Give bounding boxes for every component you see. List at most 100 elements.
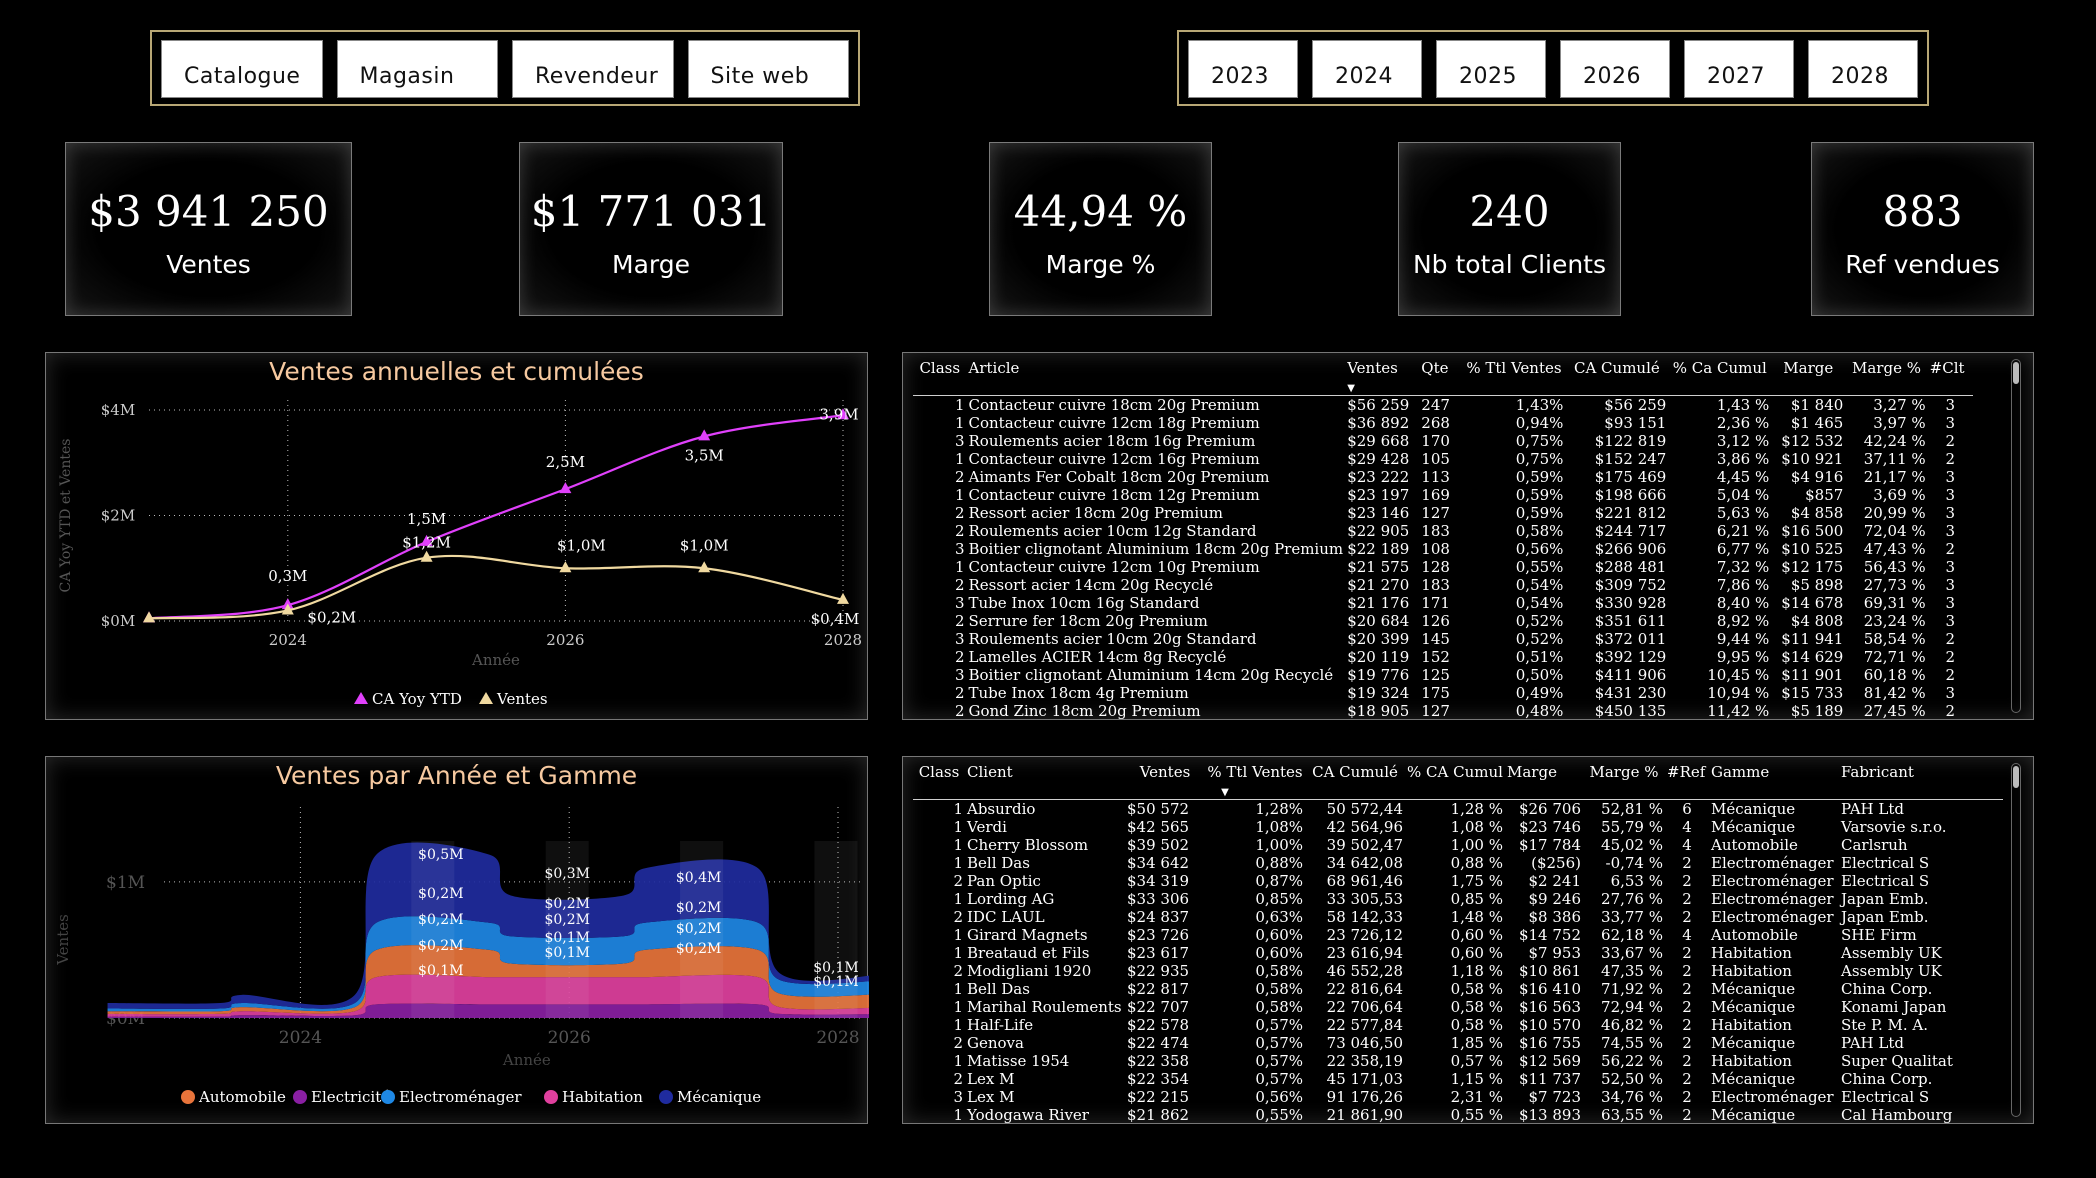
article-row[interactable]: 3 Roulements acier 10cm 20g Standard $20 3… — [913, 630, 1973, 648]
article-row[interactable]: 2 Tube Inox 18cm 4g Premium $19 324 175 0,49… — [913, 684, 1973, 702]
sales-point[interactable] — [143, 611, 155, 623]
year-2024-button[interactable]: 2024 — [1312, 40, 1422, 98]
area-habitation[interactable] — [107, 974, 869, 1017]
article-row[interactable]: 3 Boitier clignotant Aluminium 18cm 20g P… — [913, 540, 1973, 558]
client-row[interactable]: 1 Absurdio $50 572 1,28% 50 572,44 1,28 % $26 … — [913, 800, 2003, 819]
year-2027-button[interactable]: 2027 — [1684, 40, 1794, 98]
year-2028-button[interactable]: 2028 — [1808, 40, 1918, 98]
article-row[interactable]: 2 Serrure fer 18cm 20g Premium $20 684 126 0… — [913, 612, 1973, 630]
legend-marker[interactable] — [181, 1090, 195, 1104]
sales-point[interactable] — [698, 561, 711, 573]
col2-nbref-header[interactable]: #Ref — [1667, 763, 1706, 781]
col-pct-ttl-header[interactable]: % Ttl Ventes — [1466, 359, 1562, 377]
col-marge-pct-header[interactable]: Marge % — [1852, 359, 1921, 377]
articles-scroll-thumb[interactable] — [2013, 362, 2019, 384]
col-nbclt-header[interactable]: #Clt — [1929, 359, 1965, 377]
legend-label[interactable]: Mécanique — [677, 1088, 761, 1106]
col2-marge-pct-header[interactable]: Marge % — [1589, 763, 1659, 781]
col2-ca-cumule-header[interactable]: CA Cumulé — [1312, 763, 1398, 781]
col2-class-header[interactable]: Class — [918, 763, 960, 781]
area-automobile[interactable] — [107, 945, 869, 1015]
cumulative-point[interactable] — [837, 408, 849, 420]
legend-marker[interactable] — [659, 1090, 673, 1104]
col2-client-header[interactable]: Client — [967, 763, 1013, 781]
col2-ventes-header[interactable]: Ventes — [1139, 763, 1191, 781]
sales-point[interactable] — [559, 561, 572, 573]
legend-label[interactable]: Automobile — [198, 1088, 286, 1106]
client-row[interactable]: 1 Verdi $42 565 1,08% 42 564,96 1,08 % $23 746… — [913, 818, 2003, 836]
col2-fabricant-header[interactable]: Fabricant — [1841, 763, 1914, 781]
area-mécanique[interactable] — [107, 842, 869, 1009]
client-row[interactable]: 2 Genova $22 474 0,57% 73 046,50 1,85 % $16 75… — [913, 1034, 2003, 1052]
article-row[interactable]: 2 Lamelles ACIER 14cm 8g Recyclé $20 119 15… — [913, 648, 1973, 666]
cumulative-point[interactable] — [698, 429, 711, 441]
col2-pct-ttl-header[interactable]: % Ttl Ventes ▼ — [1205, 757, 1305, 800]
client-row[interactable]: 1 Girard Magnets $23 726 0,60% 23 726,12 0,60… — [913, 926, 2003, 944]
legend-marker[interactable] — [381, 1090, 395, 1104]
col-ventes-header[interactable]: Ventes ▼ — [1345, 353, 1419, 396]
channel-revendeur-button[interactable]: Revendeur — [512, 40, 674, 98]
article-row[interactable]: 3 Roulements acier 18cm 16g Premium $29 66… — [913, 432, 1973, 450]
col-class-header[interactable]: Class — [919, 359, 961, 377]
article-row[interactable]: 2 Ressort acier 14cm 20g Recyclé $21 270 18… — [913, 576, 1973, 594]
article-row[interactable]: 1 Contacteur cuivre 18cm 20g Premium $56 2… — [913, 396, 1973, 415]
legend-marker[interactable] — [544, 1090, 558, 1104]
col-qte-header[interactable]: Qte — [1421, 359, 1449, 377]
year-2025-button[interactable]: 2025 — [1436, 40, 1546, 98]
col2-gamme-header[interactable]: Gamme — [1711, 763, 1770, 781]
channel-siteweb-button[interactable]: Site web — [687, 40, 849, 98]
client-row[interactable]: 2 Lex M $22 354 0,57% 45 171,03 1,15 % $11 737… — [913, 1070, 2003, 1088]
clients-scroll-thumb[interactable] — [2013, 766, 2019, 788]
article-row[interactable]: 3 Boitier clignotant Aluminium 14cm 20g R… — [913, 666, 1973, 684]
sales-point[interactable] — [420, 550, 433, 562]
client-row[interactable]: 3 Lex M $22 215 0,56% 91 176,26 2,31 % $7 723 3… — [913, 1088, 2003, 1106]
article-row[interactable]: 1 Contacteur cuivre 12cm 10g Premium $21 5… — [913, 558, 1973, 576]
cumulative-point[interactable] — [420, 534, 433, 546]
article-row[interactable]: 3 Tube Inox 10cm 16g Standard $21 176 171 0,… — [913, 594, 1973, 612]
client-row[interactable]: 1 Breataud et Fils $23 617 0,60% 23 616,94 0,… — [913, 944, 2003, 962]
col-marge-header[interactable]: Marge — [1783, 359, 1834, 377]
article-row[interactable]: 2 Roulements acier 10cm 12g Standard $22 9… — [913, 522, 1973, 540]
client-row[interactable]: 2 Pan Optic $34 319 0,87% 68 961,46 1,75 % $2 … — [913, 872, 2003, 890]
client-row[interactable]: 2 IDC LAUL $24 837 0,63% 58 142,33 1,48 % $8 3… — [913, 908, 2003, 926]
legend-marker[interactable] — [354, 692, 368, 704]
legend-label[interactable]: CA Yoy YTD — [372, 690, 462, 708]
legend-marker[interactable] — [293, 1090, 307, 1104]
article-row[interactable]: 1 Contacteur cuivre 18cm 12g Premium $23 1… — [913, 486, 1973, 504]
client-row[interactable]: 1 Yodogawa River $21 862 0,55% 21 861,90 0,55… — [913, 1106, 2003, 1124]
article-row[interactable]: 2 Aimants Fer Cobalt 18cm 20g Premium $23 … — [913, 468, 1973, 486]
legend-label[interactable]: Ventes — [496, 690, 548, 708]
area-electroménager[interactable] — [107, 916, 869, 1012]
client-row[interactable]: 1 Bell Das $22 817 0,58% 22 816,64 0,58 % $16 … — [913, 980, 2003, 998]
legend-label[interactable]: Electroménager — [399, 1088, 522, 1106]
channel-catalogue-button[interactable]: Catalogue — [161, 40, 323, 98]
article-row[interactable]: 1 Contacteur cuivre 12cm 16g Premium $29 4… — [913, 450, 1973, 468]
article-row[interactable]: 2 Ressort acier 18cm 20g Premium $23 146 12… — [913, 504, 1973, 522]
articles-table-scrollbar[interactable] — [2011, 359, 2021, 713]
sales-point[interactable] — [837, 592, 849, 604]
col-article-header[interactable]: Article — [968, 359, 1020, 377]
legend-label[interactable]: Habitation — [562, 1088, 643, 1106]
channel-magasin-button[interactable]: Magasin — [336, 40, 498, 98]
year-2026-button[interactable]: 2026 — [1560, 40, 1670, 98]
col2-pct-ca-cumul-header[interactable]: % CA Cumul — [1407, 763, 1503, 781]
client-row[interactable]: 1 Marihal Roulements $22 707 0,58% 22 706,64… — [913, 998, 2003, 1016]
article-row[interactable]: 1 Contacteur cuivre 12cm 18g Premium $36 8… — [913, 414, 1973, 432]
client-row[interactable]: 1 Matisse 1954 $22 358 0,57% 22 358,19 0,57 %… — [913, 1052, 2003, 1070]
client-row[interactable]: 1 Half-Life $22 578 0,57% 22 577,84 0,58 % $10… — [913, 1016, 2003, 1034]
clients-table-scrollbar[interactable] — [2011, 763, 2021, 1117]
article-row[interactable]: 2 Gond Zinc 18cm 20g Premium $18 905 127 0,4… — [913, 702, 1973, 720]
client-row[interactable]: 1 Bell Das $34 642 0,88% 34 642,08 0,88 % ($25… — [913, 854, 2003, 872]
client-row[interactable]: 2 Modigliani 1920 $22 935 0,58% 46 552,28 1,1… — [913, 962, 2003, 980]
col-pct-ca-cumul-header[interactable]: % Ca Cumul — [1672, 359, 1767, 377]
client-row[interactable]: 1 Lording AG $33 306 0,85% 33 305,53 0,85 % $9… — [913, 890, 2003, 908]
area-electricité[interactable] — [107, 1003, 869, 1018]
col2-marge-header[interactable]: Marge — [1507, 763, 1557, 781]
year-2023-button[interactable]: 2023 — [1188, 40, 1298, 98]
client-row[interactable]: 1 Cherry Blossom $39 502 1,00% 39 502,47 1,00… — [913, 836, 2003, 854]
col-ca-cumule-header[interactable]: CA Cumulé — [1573, 359, 1660, 377]
legend-label[interactable]: Electricité — [311, 1088, 390, 1106]
sales-point[interactable] — [281, 603, 294, 615]
cumulative-point[interactable] — [559, 482, 572, 494]
legend-marker[interactable] — [479, 692, 493, 704]
